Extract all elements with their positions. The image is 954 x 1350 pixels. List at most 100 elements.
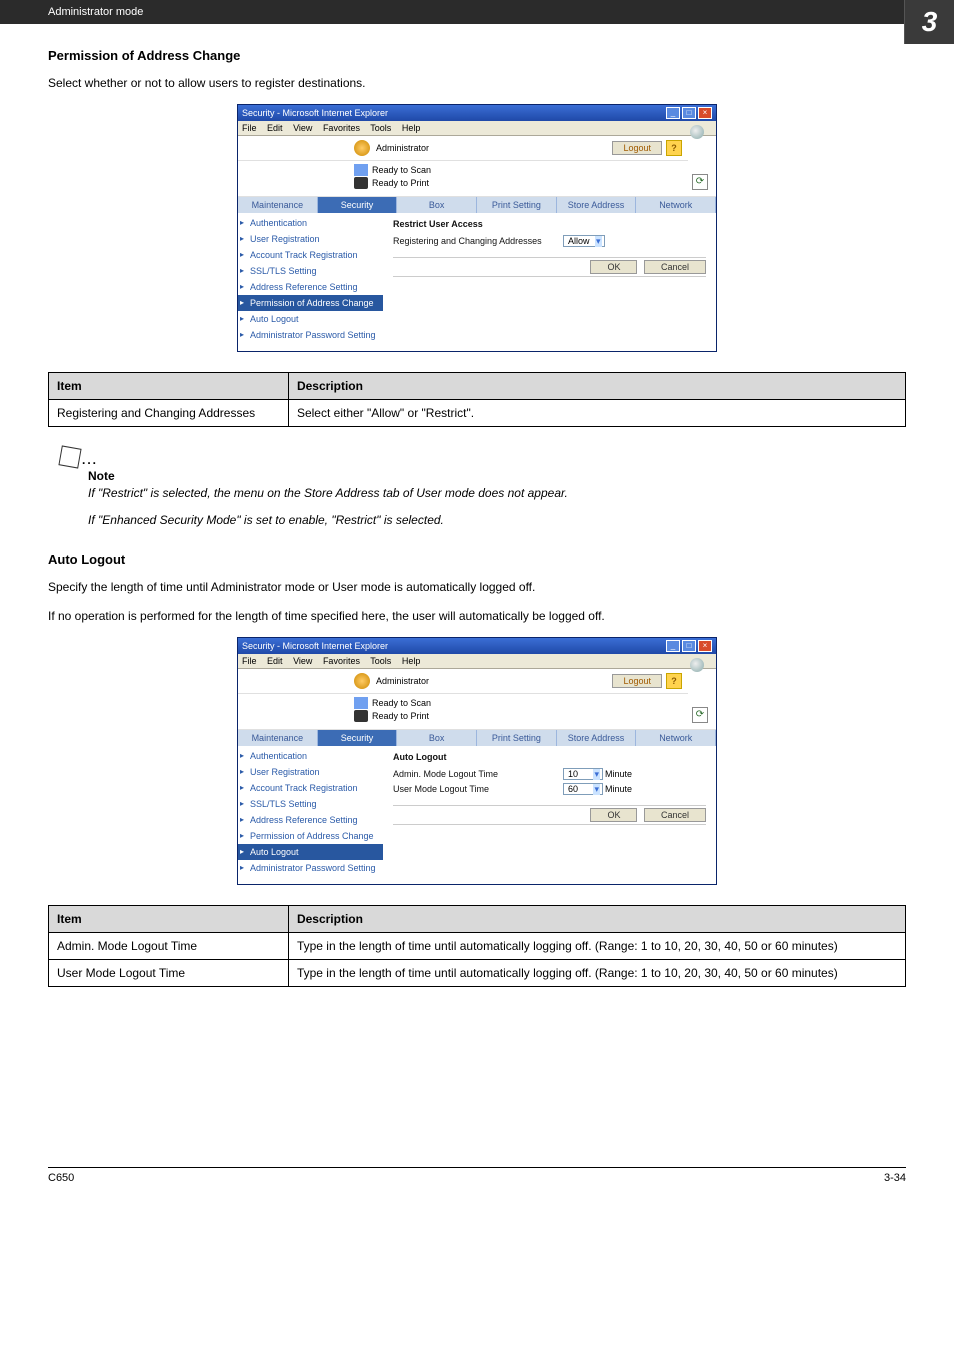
close-icon[interactable]: × (698, 107, 712, 119)
tab-security[interactable]: Security (318, 197, 398, 213)
window-controls[interactable]: _□× (664, 107, 712, 119)
nav-authentication[interactable]: Authentication (238, 215, 383, 231)
footer-right: 3-34 (884, 1172, 906, 1184)
nav-account-track[interactable]: Account Track Registration (238, 780, 383, 796)
menu-view[interactable]: View (293, 123, 312, 133)
nav-address-reference[interactable]: Address Reference Setting (238, 279, 383, 295)
table-header-row: Item Description (49, 905, 906, 932)
nav-permission-address[interactable]: Permission of Address Change (238, 828, 383, 844)
tab-box[interactable]: Box (397, 197, 477, 213)
section2-intro1: Specify the length of time until Adminis… (48, 579, 906, 596)
menu-view[interactable]: View (293, 656, 312, 666)
menu-bar[interactable]: File Edit View Favorites Tools Help (238, 121, 716, 136)
nav-address-reference[interactable]: Address Reference Setting (238, 812, 383, 828)
side-nav: Authentication User Registration Account… (238, 746, 383, 878)
menu-favorites[interactable]: Favorites (323, 123, 360, 133)
nav-auto-logout[interactable]: Auto Logout (238, 844, 383, 860)
menu-edit[interactable]: Edit (267, 123, 283, 133)
help-button[interactable]: ? (666, 140, 682, 156)
cancel-button[interactable]: Cancel (644, 260, 706, 274)
menu-favorites[interactable]: Favorites (323, 656, 360, 666)
status-print: Ready to Print (372, 178, 429, 188)
menu-help[interactable]: Help (402, 123, 421, 133)
refresh-button[interactable]: ⟳ (692, 174, 708, 190)
menu-file[interactable]: File (242, 656, 257, 666)
table-permission: Item Description Registering and Changin… (48, 372, 906, 427)
note-line1: If "Restrict" is selected, the menu on t… (88, 485, 906, 502)
tab-print-setting[interactable]: Print Setting (477, 730, 557, 746)
tab-maintenance[interactable]: Maintenance (238, 730, 318, 746)
ok-button[interactable]: OK (590, 260, 637, 274)
menu-help[interactable]: Help (402, 656, 421, 666)
tab-security[interactable]: Security (318, 730, 398, 746)
nav-ssl-tls[interactable]: SSL/TLS Setting (238, 263, 383, 279)
nav-ssl-tls[interactable]: SSL/TLS Setting (238, 796, 383, 812)
tab-network[interactable]: Network (636, 197, 716, 213)
td-desc: Select either "Allow" or "Restrict". (288, 399, 905, 426)
ok-button[interactable]: OK (590, 808, 637, 822)
nav-account-track[interactable]: Account Track Registration (238, 247, 383, 263)
chapter-number: 3 (904, 0, 954, 44)
table-row: Registering and Changing Addresses Selec… (49, 399, 906, 426)
field-label-user-logout: User Mode Logout Time (393, 784, 563, 794)
nav-user-registration[interactable]: User Registration (238, 231, 383, 247)
tab-store-address[interactable]: Store Address (557, 197, 637, 213)
table-auto-logout: Item Description Admin. Mode Logout Time… (48, 905, 906, 987)
select-allow-restrict[interactable]: Allow (563, 235, 605, 247)
cancel-button[interactable]: Cancel (644, 808, 706, 822)
close-icon[interactable]: × (698, 640, 712, 652)
minimize-icon[interactable]: _ (666, 107, 680, 119)
status-print: Ready to Print (372, 711, 429, 721)
logout-button[interactable]: Logout (612, 141, 662, 155)
nav-permission-address[interactable]: Permission of Address Change (238, 295, 383, 311)
nav-admin-password[interactable]: Administrator Password Setting (238, 860, 383, 876)
print-icon (354, 710, 368, 722)
tab-box[interactable]: Box (397, 730, 477, 746)
unit-minute: Minute (605, 769, 632, 779)
table-header-row: Item Description (49, 372, 906, 399)
td-desc: Type in the length of time until automat… (288, 932, 905, 959)
status-scan: Ready to Scan (372, 698, 431, 708)
nav-authentication[interactable]: Authentication (238, 748, 383, 764)
note-line2: If "Enhanced Security Mode" is set to en… (88, 512, 906, 529)
maximize-icon[interactable]: □ (682, 640, 696, 652)
tab-store-address[interactable]: Store Address (557, 730, 637, 746)
tab-print-setting[interactable]: Print Setting (477, 197, 557, 213)
menu-tools[interactable]: Tools (370, 656, 391, 666)
td-item: Admin. Mode Logout Time (49, 932, 289, 959)
screenshot-permission: Security - Microsoft Internet Explorer _… (48, 104, 906, 352)
refresh-button[interactable]: ⟳ (692, 707, 708, 723)
ie-logo-icon (690, 125, 704, 139)
admin-label: Administrator (376, 676, 429, 686)
admin-icon (354, 673, 370, 689)
page-footer: C650 3-34 (48, 1167, 906, 1204)
note-title: Note (88, 469, 906, 483)
maximize-icon[interactable]: □ (682, 107, 696, 119)
td-item: Registering and Changing Addresses (49, 399, 289, 426)
menu-tools[interactable]: Tools (370, 123, 391, 133)
tab-maintenance[interactable]: Maintenance (238, 197, 318, 213)
th-item: Item (49, 905, 289, 932)
section1-title: Permission of Address Change (48, 48, 906, 63)
logout-button[interactable]: Logout (612, 674, 662, 688)
th-desc: Description (288, 905, 905, 932)
section2-title: Auto Logout (48, 552, 906, 567)
select-admin-logout[interactable]: 10 (563, 768, 603, 780)
menu-file[interactable]: File (242, 123, 257, 133)
admin-icon (354, 140, 370, 156)
scan-icon (354, 697, 368, 709)
nav-auto-logout[interactable]: Auto Logout (238, 311, 383, 327)
select-user-logout[interactable]: 60 (563, 783, 603, 795)
footer-left: C650 (48, 1172, 74, 1184)
minimize-icon[interactable]: _ (666, 640, 680, 652)
menu-edit[interactable]: Edit (267, 656, 283, 666)
window-titlebar: Security - Microsoft Internet Explorer _… (238, 105, 716, 121)
help-button[interactable]: ? (666, 673, 682, 689)
menu-bar[interactable]: File Edit View Favorites Tools Help (238, 654, 716, 669)
tab-network[interactable]: Network (636, 730, 716, 746)
note-block: ... Note If "Restrict" is selected, the … (60, 447, 906, 529)
window-controls[interactable]: _□× (664, 640, 712, 652)
table-row: User Mode Logout Time Type in the length… (49, 959, 906, 986)
nav-user-registration[interactable]: User Registration (238, 764, 383, 780)
nav-admin-password[interactable]: Administrator Password Setting (238, 327, 383, 343)
